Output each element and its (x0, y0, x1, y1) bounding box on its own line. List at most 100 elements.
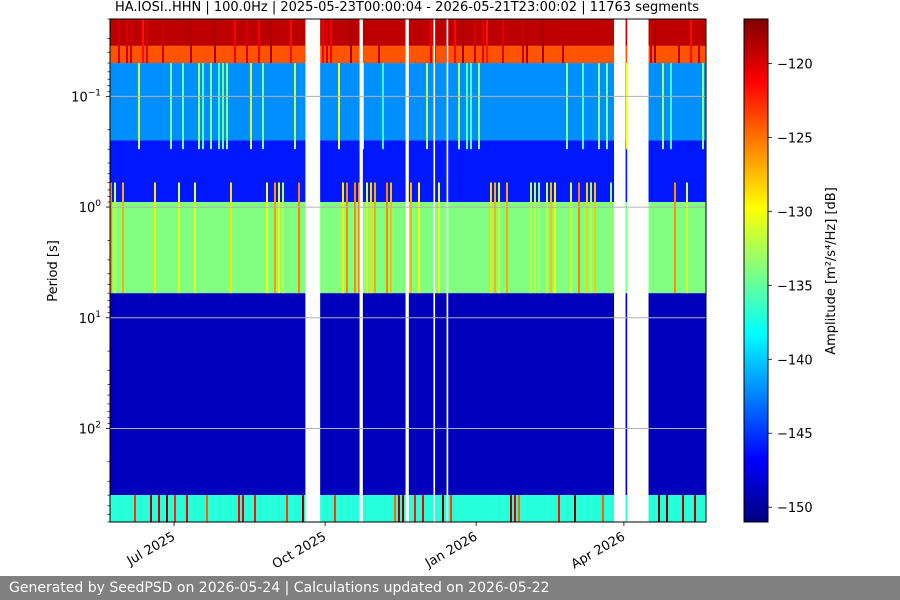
heatmap-stripe (506, 182, 508, 294)
y-tick-label: 102 (79, 420, 101, 437)
heatmap-stripe (610, 182, 612, 294)
heatmap-stripe (486, 19, 488, 64)
heatmap-stripe (534, 182, 536, 294)
heatmap-stripe (582, 63, 584, 150)
colorbar-tick-label: −135 (777, 279, 813, 294)
heatmap-stripe (230, 182, 232, 294)
heatmap-stripe (566, 63, 568, 150)
heatmap-stripe (190, 19, 192, 64)
heatmap-stripe (270, 19, 272, 64)
heatmap-stripe (274, 182, 276, 294)
heatmap (110, 19, 706, 522)
heatmap-stripe (262, 63, 264, 150)
heatmap-stripe (550, 182, 552, 294)
heatmap-stripe (402, 495, 404, 522)
heatmap-stripe (366, 182, 368, 294)
heatmap-stripe (658, 495, 660, 522)
heatmap-stripe (598, 63, 600, 150)
heatmap-stripe (238, 495, 240, 522)
heatmap-stripe (358, 182, 360, 294)
heatmap-stripe (654, 19, 656, 64)
heatmap-stripe (222, 63, 224, 150)
heatmap-stripe (150, 495, 152, 522)
heatmap-stripe (342, 182, 344, 294)
heatmap-stripe (626, 63, 628, 150)
heatmap-stripe (302, 495, 304, 522)
data-gap (433, 19, 436, 522)
heatmap-stripe (122, 182, 124, 294)
heatmap-stripe (606, 63, 608, 150)
heatmap-stripe (226, 63, 228, 150)
heatmap-stripe (362, 63, 364, 150)
heatmap-stripe (482, 19, 484, 64)
heatmap-stripe (442, 495, 444, 522)
heatmap-stripe (198, 63, 200, 150)
heatmap-stripe (254, 495, 256, 522)
heatmap-stripe (702, 63, 704, 150)
heatmap-stripe (330, 19, 332, 64)
heatmap-stripe (130, 19, 132, 64)
heatmap-stripe (214, 19, 216, 64)
heatmap-stripe (590, 182, 592, 294)
heatmap-stripe (322, 19, 324, 64)
heatmap-stripe (278, 182, 280, 294)
heatmap-stripe (250, 63, 252, 150)
heatmap-stripe (478, 63, 480, 150)
heatmap-stripe (526, 19, 528, 64)
heatmap-stripe (158, 495, 160, 522)
heatmap-stripe (410, 182, 412, 294)
colorbar-tick-label: −150 (777, 501, 813, 516)
footer-bar: Generated by SeedPSD on 2026-05-24 | Cal… (0, 576, 900, 600)
heatmap-stripe (690, 19, 692, 64)
heatmap-stripe (114, 182, 116, 294)
x-tick-label: Jan 2026 (422, 529, 480, 571)
x-tick-label: Apr 2026 (569, 529, 628, 572)
heatmap-stripe (538, 182, 540, 294)
heatmap-stripe (154, 182, 156, 294)
heatmap-stripe (382, 63, 384, 150)
heatmap-stripe (662, 63, 664, 150)
heatmap-stripe (398, 495, 400, 522)
heatmap-stripe (494, 182, 496, 294)
heatmap-stripe (650, 19, 652, 64)
heatmap-stripe (146, 19, 148, 64)
heatmap-stripe (530, 182, 532, 294)
heatmap-stripe (666, 495, 668, 522)
heatmap-stripe (602, 495, 604, 522)
heatmap-stripe (390, 182, 392, 294)
colorbar-tick-label: −130 (777, 205, 813, 220)
heatmap-stripe (682, 495, 684, 522)
heatmap-stripe (594, 182, 596, 294)
heatmap-stripe (126, 19, 128, 64)
heatmap-stripe (166, 495, 168, 522)
data-gap (405, 19, 409, 522)
heatmap-stripe (574, 495, 576, 522)
heatmap-stripe (174, 495, 176, 522)
heatmap-stripe (458, 63, 460, 150)
data-gap (305, 19, 321, 522)
colorbar-label: Amplitude [m²/s⁴/Hz] [dB] (824, 187, 839, 355)
colorbar: −120 −125 −130 −135 −140 −145 −150 (743, 18, 813, 523)
heatmap-stripe (570, 182, 572, 294)
heatmap-stripe (354, 182, 356, 294)
y-tick-label: 101 (79, 310, 101, 327)
heatmap-stripe (134, 495, 136, 522)
chart-title: HA.IOSI..HHN | 100.0Hz | 2025-05-23T00:0… (115, 0, 699, 15)
x-tick-label: Oct 2025 (270, 529, 329, 572)
heatmap-stripe (338, 63, 340, 150)
heatmap-stripe (466, 63, 468, 150)
heatmap-stripe (294, 63, 296, 150)
heatmap-stripe (422, 495, 424, 522)
heatmap-stripe (678, 19, 680, 64)
heatmap-stripe (502, 19, 504, 64)
colorbar-tick-label: −140 (777, 353, 813, 368)
heatmap-stripe (470, 63, 472, 150)
heatmap-stripe (474, 19, 476, 64)
heatmap-stripe (194, 182, 196, 294)
heatmap-stripe (374, 182, 376, 294)
heatmap-stripe (558, 495, 560, 522)
heatmap-stripe (518, 495, 520, 522)
colorbar-tick-label: −120 (777, 57, 813, 72)
heatmap-stripe (210, 63, 212, 150)
